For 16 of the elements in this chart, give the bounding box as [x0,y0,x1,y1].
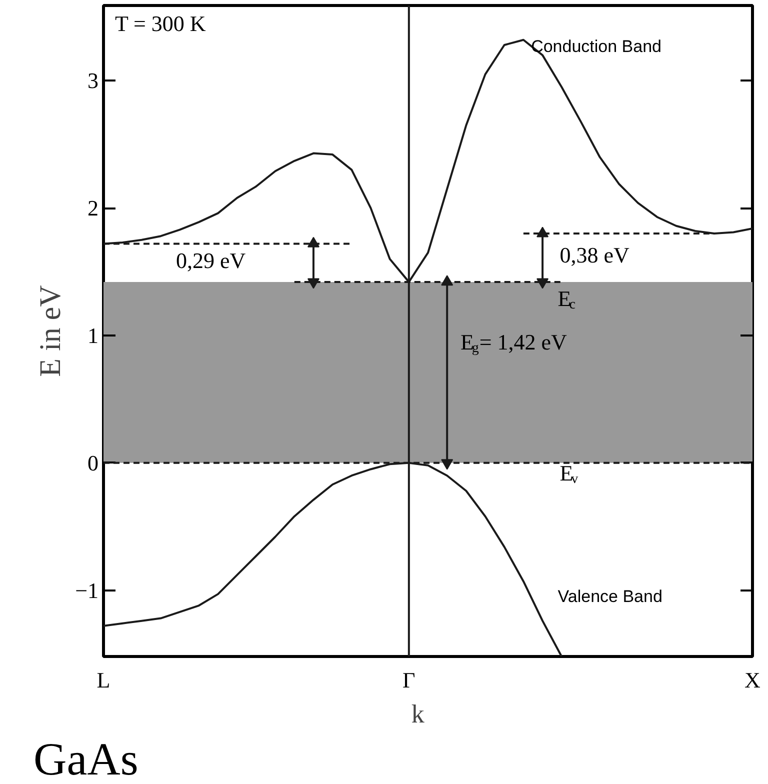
annotation: T = 300 K [114,10,206,36]
x-axis-title: k⃗ [411,700,445,728]
annotation: 0,29 eV [176,248,246,273]
y-tick-label: 2 [88,196,98,221]
x-tick-label: Γ [402,668,416,692]
annotation: 0,38 eV [560,242,630,268]
x-tick-label: X [744,668,761,692]
y-tick-label: 0 [88,450,98,476]
text: GaAs [34,734,138,784]
x-tick-label: L [96,668,110,692]
y-axis-title: E in eV [34,284,68,377]
y-tick-label: 1 [88,322,98,348]
y-tick-label: −1 [75,578,99,603]
y-tick-label: 3 [88,68,98,94]
annotation: Conduction Band [531,36,662,56]
annotation: Valence Band [558,587,662,606]
